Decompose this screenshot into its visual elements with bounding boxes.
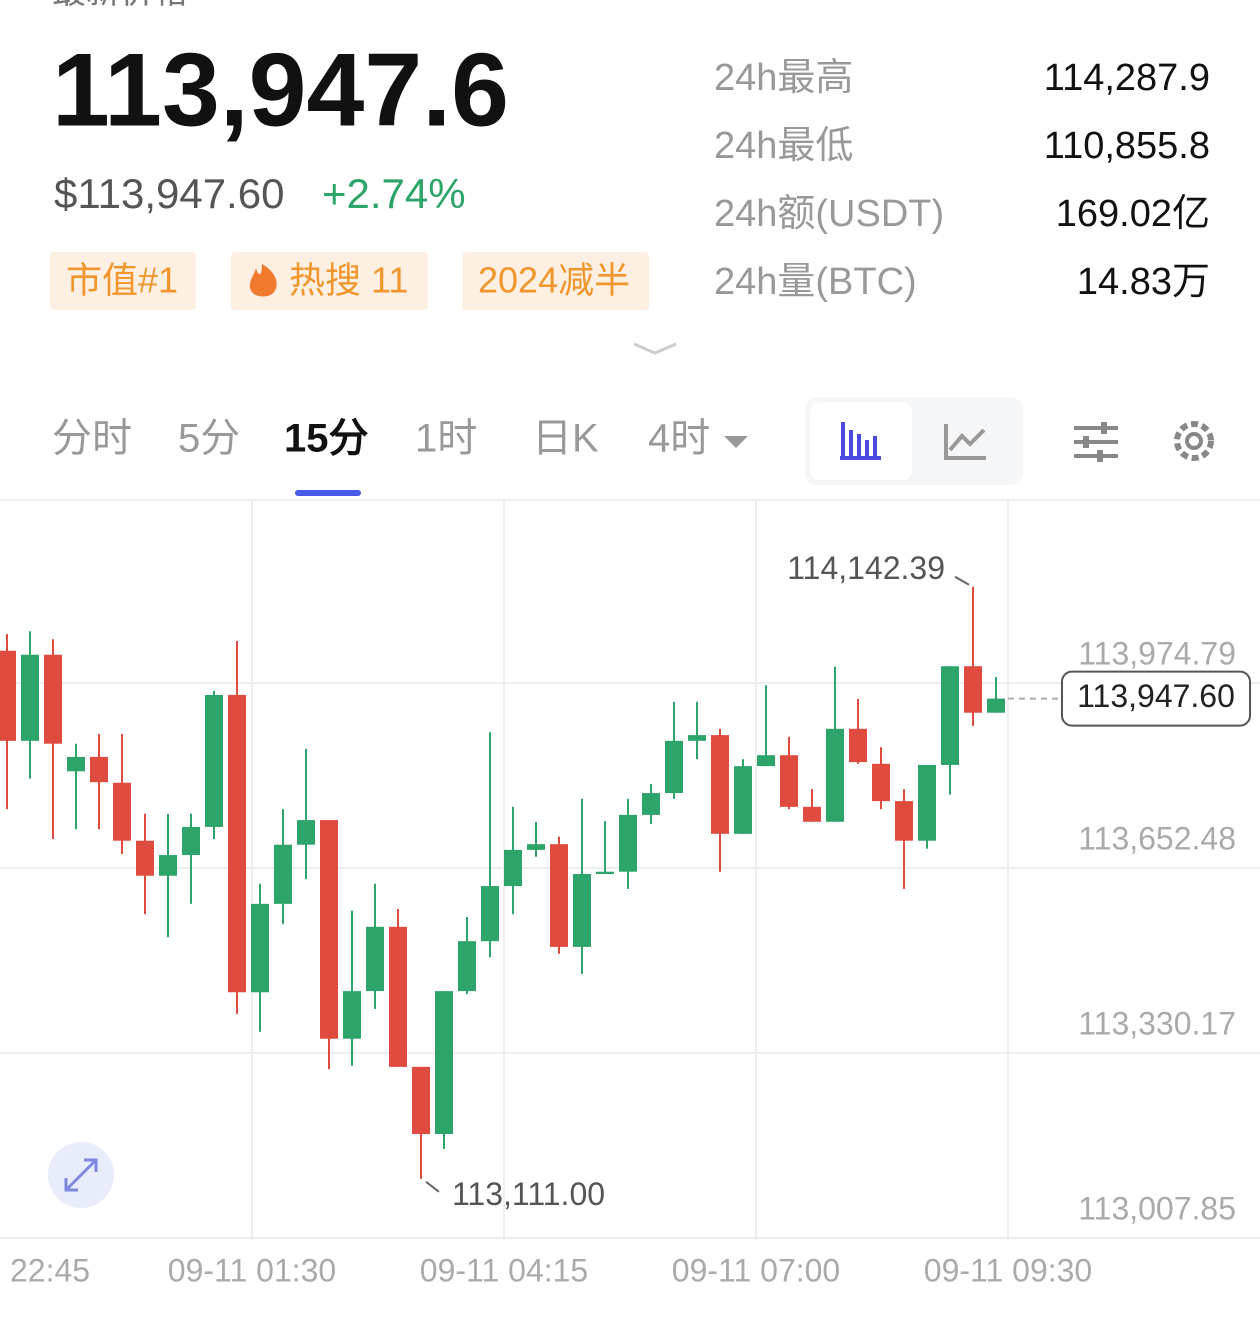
candle-body: [67, 756, 85, 772]
tag: 热搜 11: [289, 260, 408, 301]
candle-body: [458, 941, 476, 992]
candle-body: [504, 849, 522, 887]
fire-icon: [249, 264, 277, 297]
stat-label: 24h额(USDT): [714, 193, 944, 235]
candle-body: [849, 728, 867, 763]
high-label: 114,142.39: [787, 550, 945, 586]
candle-body: [90, 756, 108, 783]
candle-body: [21, 654, 39, 741]
low-pointer: [425, 1180, 440, 1193]
candle-body: [366, 926, 384, 992]
candle-body: [803, 806, 821, 822]
candle-body: [297, 820, 315, 845]
tag-bg: [50, 252, 196, 310]
candle-body: [228, 694, 246, 993]
candle-body: [688, 735, 706, 741]
candle-body: [182, 826, 200, 856]
candle-body: [642, 793, 660, 815]
low-label: 113,111.00: [452, 1176, 605, 1212]
indicator-button[interactable]: [1074, 422, 1118, 462]
candle-body: [872, 763, 890, 802]
candle-body: [780, 755, 798, 807]
candle-body: [757, 755, 775, 767]
candle-icon: [840, 422, 881, 460]
x-tick-label: 22:45: [10, 1252, 90, 1288]
candle-body: [895, 801, 913, 841]
price-label: 最新价格: [52, 0, 188, 11]
timeframe-tab[interactable]: 15分: [284, 417, 369, 461]
tab-underline: [295, 490, 361, 496]
x-tick-label: 09-11 01:30: [168, 1252, 336, 1288]
candle-body: [343, 991, 361, 1039]
timeframe-tab[interactable]: 日K: [532, 417, 599, 461]
tag-bg: [462, 252, 649, 310]
candle-body: [0, 650, 16, 741]
stat-label: 24h最低: [714, 125, 853, 167]
chevron-icon: [633, 342, 677, 355]
candle-body: [481, 886, 499, 942]
candle-body: [596, 871, 614, 875]
candle-body: [159, 855, 177, 876]
x-tick-label: 09-11 04:15: [420, 1252, 588, 1288]
y-tick-label: 113,652.48: [1078, 820, 1236, 856]
chevron[interactable]: [633, 342, 677, 355]
candle-body: [205, 694, 223, 827]
stat-value: 110,855.8: [1044, 125, 1210, 167]
stat-label: 24h量(BTC): [714, 261, 917, 303]
x-tick-label: 09-11 07:00: [672, 1252, 840, 1288]
candle-body: [964, 666, 982, 713]
candle-body: [113, 782, 131, 841]
dropdown-arrow: [724, 436, 748, 448]
candle-body: [412, 1066, 430, 1135]
settings-button[interactable]: [1174, 421, 1214, 461]
candle-body: [136, 840, 154, 876]
candle-body: [274, 844, 292, 904]
last-price-label: 113,947.60: [1077, 678, 1235, 714]
candle-body: [826, 728, 844, 822]
usd-price: $113,947.60: [54, 170, 284, 217]
candle-body: [320, 820, 338, 1039]
high-pointer: [954, 575, 970, 586]
expand-button[interactable]: [48, 1142, 114, 1208]
candle-body: [619, 814, 637, 872]
price-change: +2.74%: [322, 170, 466, 217]
stat-value: 14.83万: [1077, 261, 1210, 303]
candle-body: [550, 844, 568, 947]
candle-body: [734, 766, 752, 834]
candle-body: [918, 764, 936, 841]
candle-body: [527, 844, 545, 850]
candle-body: [389, 926, 407, 1067]
timeframe-tab[interactable]: 5分: [178, 417, 240, 461]
tag: 市值#1: [66, 260, 178, 301]
line-icon: [944, 424, 986, 460]
candle-body: [665, 740, 683, 794]
candle-body: [711, 735, 729, 834]
line-type-button[interactable]: [944, 424, 986, 460]
tag: 2024减半: [478, 260, 630, 301]
stat-label: 24h最高: [714, 57, 853, 99]
candle-body: [44, 654, 62, 744]
timeframe-tab[interactable]: 1时: [415, 417, 477, 461]
candle-body: [941, 666, 959, 765]
last-price: 113,947.6: [52, 32, 509, 148]
stat-value: 169.02亿: [1056, 193, 1210, 235]
tag-bg: [231, 252, 428, 310]
last-price-box: [1061, 670, 1251, 727]
y-tick-label: 113,007.85: [1078, 1190, 1236, 1226]
timeframe-tab[interactable]: 分时: [52, 417, 132, 461]
stat-value: 114,287.9: [1044, 57, 1210, 99]
y-tick-label: 113,330.17: [1078, 1005, 1236, 1041]
timeframe-tab[interactable]: 4时: [648, 417, 710, 461]
candle-body: [435, 991, 453, 1135]
candle-body: [573, 874, 591, 947]
y-tick-label: 113,974.79: [1078, 635, 1236, 671]
x-tick-label: 09-11 09:30: [924, 1252, 1092, 1288]
candle-body: [987, 698, 1005, 713]
candle-body: [251, 903, 269, 993]
